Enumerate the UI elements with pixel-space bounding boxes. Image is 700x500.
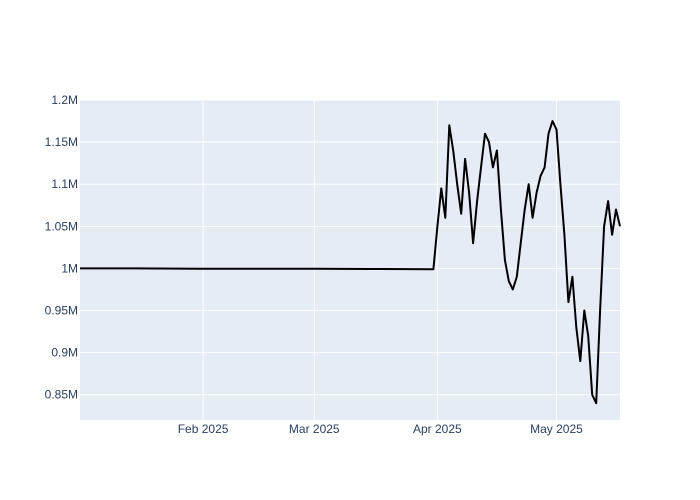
x-tick-label: Mar 2025 xyxy=(289,422,340,436)
y-tick-label: 0.95M xyxy=(45,304,78,318)
y-tick-label: 1.15M xyxy=(45,135,78,149)
x-tick-label: Feb 2025 xyxy=(178,422,229,436)
y-tick-label: 1.1M xyxy=(51,177,78,191)
x-tick-label: May 2025 xyxy=(530,422,583,436)
y-tick-label: 0.85M xyxy=(45,388,78,402)
y-tick-label: 1M xyxy=(61,261,78,275)
y-tick-label: 0.9M xyxy=(51,346,78,360)
y-tick-label: 1.2M xyxy=(51,93,78,107)
x-axis-ticks: Feb 2025 Mar 2025 Apr 2025 May 2025 xyxy=(178,422,583,436)
y-axis-ticks: 0.85M 0.9M 0.95M 1M 1.05M 1.1M 1.15M 1.2M xyxy=(45,93,78,402)
plot-area xyxy=(80,100,620,420)
x-tick-label: Apr 2025 xyxy=(413,422,462,436)
series-line xyxy=(80,120,621,405)
y-tick-label: 1.05M xyxy=(45,219,78,233)
